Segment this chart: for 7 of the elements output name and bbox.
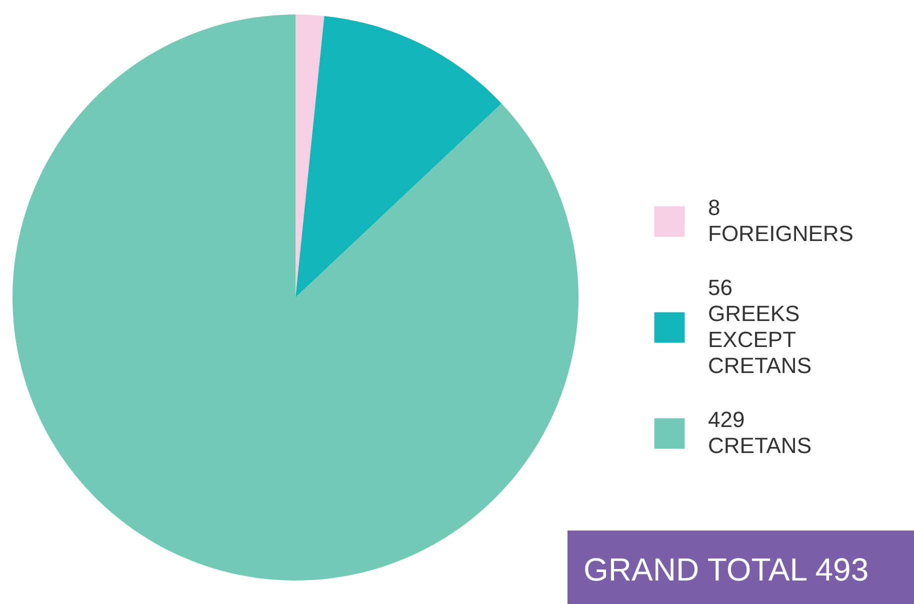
legend-label: GREEKS EXCEPT CRETANS (708, 301, 812, 378)
data-label: 56 (708, 275, 732, 300)
data-label: 8 (708, 195, 720, 220)
text: GRAND TOTAL 493 (584, 552, 869, 588)
legend-label: FOREIGNERS (708, 221, 854, 246)
data-label: 429 (708, 407, 745, 432)
legend-label: CRETANS (708, 433, 812, 458)
